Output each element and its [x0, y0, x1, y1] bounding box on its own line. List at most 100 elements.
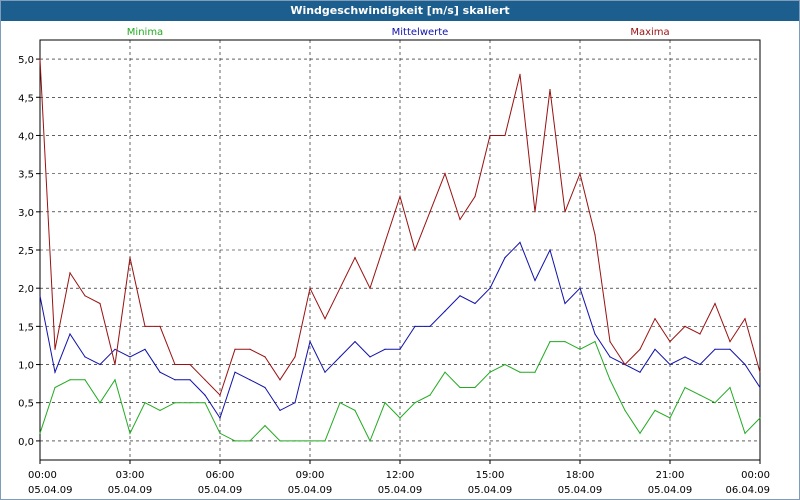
data-point-maxima	[444, 173, 446, 175]
data-point-maxima	[504, 134, 506, 137]
data-point-minima	[714, 402, 716, 404]
data-point-maxima	[459, 218, 461, 221]
x-tick-time-label: 09:00	[296, 470, 325, 481]
data-point-maxima	[699, 333, 701, 335]
data-point-maxima	[279, 379, 281, 381]
legend-entry-minima: Minima	[127, 27, 163, 38]
data-point-minima	[369, 440, 371, 442]
data-point-minima	[309, 440, 311, 442]
data-point-mittelwerte	[369, 356, 371, 358]
data-point-minima	[444, 371, 446, 373]
data-point-mittelwerte	[309, 341, 311, 343]
data-point-maxima	[99, 302, 101, 305]
data-point-mittelwerte	[399, 348, 401, 350]
data-point-minima	[324, 440, 326, 442]
data-point-minima	[474, 386, 476, 389]
data-point-mittelwerte	[159, 371, 161, 373]
data-point-minima	[264, 425, 266, 427]
data-point-mittelwerte	[99, 363, 101, 366]
x-tick-time-label: 06:00	[206, 470, 235, 481]
data-point-mittelwerte	[699, 363, 701, 366]
data-point-mittelwerte	[69, 333, 71, 335]
data-point-minima	[744, 432, 746, 434]
data-point-maxima	[669, 341, 671, 343]
data-point-maxima	[339, 287, 341, 289]
data-point-mittelwerte	[609, 356, 611, 358]
data-point-minima	[279, 440, 281, 442]
data-point-maxima	[384, 241, 386, 243]
data-point-minima	[519, 371, 521, 373]
legend-entry-maxima: Maxima	[630, 27, 669, 38]
data-point-minima	[684, 386, 686, 389]
data-point-maxima	[114, 363, 116, 366]
data-point-mittelwerte	[714, 348, 716, 350]
data-point-minima	[429, 394, 431, 396]
data-point-mittelwerte	[144, 348, 146, 350]
data-point-mittelwerte	[264, 386, 266, 389]
data-point-maxima	[189, 363, 191, 366]
data-point-mittelwerte	[459, 295, 461, 297]
data-point-mittelwerte	[204, 394, 206, 396]
y-tick-label: 4,0	[18, 131, 34, 142]
data-point-maxima	[249, 348, 251, 350]
data-point-minima	[699, 394, 701, 396]
data-point-mittelwerte	[684, 356, 686, 358]
data-point-mittelwerte	[324, 371, 326, 373]
y-tick-label: 1,0	[18, 361, 34, 372]
x-tick-date-label: 06.04.09	[725, 485, 770, 496]
data-point-mittelwerte	[564, 302, 566, 305]
data-point-maxima	[69, 272, 71, 274]
data-point-minima	[354, 409, 356, 411]
data-point-mittelwerte	[84, 356, 86, 358]
x-tick-time-label: 00:00	[741, 470, 770, 481]
data-point-maxima	[414, 249, 416, 251]
data-point-maxima	[489, 134, 491, 137]
data-point-minima	[249, 440, 251, 442]
data-point-maxima	[654, 318, 656, 320]
y-tick-label: 2,5	[18, 246, 34, 257]
data-point-mittelwerte	[504, 257, 506, 259]
y-tick-label: 2,0	[18, 284, 34, 295]
data-point-minima	[129, 432, 131, 434]
data-point-maxima	[39, 58, 41, 60]
data-point-minima	[534, 371, 536, 373]
data-point-mittelwerte	[489, 287, 491, 289]
window-title: Windgeschwindigkeit [m/s] skaliert	[1, 1, 799, 21]
data-point-mittelwerte	[594, 333, 596, 335]
data-point-maxima	[714, 302, 716, 305]
data-point-maxima	[84, 295, 86, 297]
data-point-mittelwerte	[354, 341, 356, 343]
data-point-maxima	[729, 341, 731, 343]
x-tick-time-label: 12:00	[386, 470, 415, 481]
data-point-maxima	[639, 348, 641, 350]
x-tick-date-label: 05.04.09	[558, 485, 603, 496]
data-point-minima	[579, 348, 581, 350]
data-point-mittelwerte	[129, 356, 131, 358]
data-point-maxima	[759, 371, 761, 373]
data-point-maxima	[429, 211, 431, 213]
data-point-minima	[564, 341, 566, 343]
x-tick-date-label: 05.04.09	[198, 485, 243, 496]
data-point-minima	[174, 402, 176, 404]
data-point-minima	[339, 402, 341, 404]
x-tick-date-label: 05.04.09	[648, 485, 693, 496]
x-tick-date-label: 05.04.09	[468, 485, 513, 496]
data-point-mittelwerte	[549, 249, 551, 251]
data-point-maxima	[399, 195, 401, 198]
data-point-mittelwerte	[414, 325, 416, 327]
x-tick-time-label: 00:00	[28, 470, 57, 481]
y-tick-label: 4,5	[18, 93, 34, 104]
data-point-maxima	[564, 211, 566, 213]
data-point-maxima	[204, 379, 206, 381]
data-point-minima	[489, 371, 491, 373]
data-point-maxima	[579, 173, 581, 175]
y-tick-label: 1,5	[18, 322, 34, 333]
data-point-minima	[54, 386, 56, 389]
data-point-minima	[99, 402, 101, 404]
y-tick-label: 3,5	[18, 170, 34, 181]
data-point-mittelwerte	[534, 279, 536, 282]
data-point-minima	[549, 341, 551, 343]
data-point-mittelwerte	[444, 310, 446, 312]
data-point-maxima	[609, 341, 611, 343]
